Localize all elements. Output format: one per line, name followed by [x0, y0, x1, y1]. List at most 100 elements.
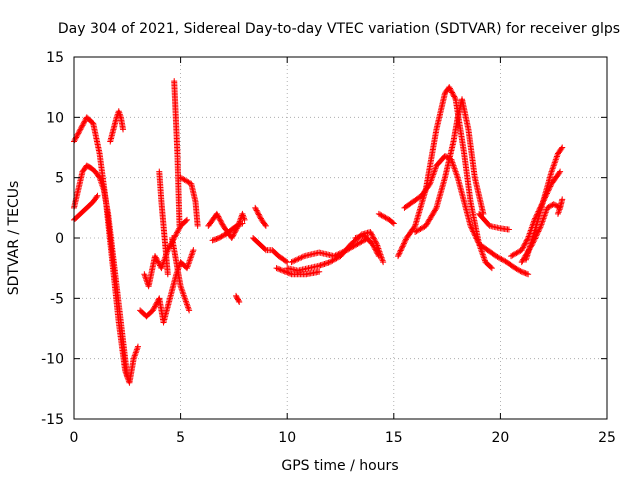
data-point-marker — [152, 254, 159, 261]
data-point-marker — [75, 129, 82, 136]
data-point-marker — [316, 268, 323, 275]
chart-title: Day 304 of 2021, Sidereal Day-to-day VTE… — [58, 21, 620, 37]
data-point-marker — [182, 298, 189, 305]
data-point-marker — [190, 247, 197, 254]
data-point-marker — [254, 208, 261, 215]
data-point-marker — [188, 251, 195, 258]
data-point-marker — [447, 86, 454, 93]
data-point-marker — [372, 246, 379, 253]
axes: 0 5 10 15 20 25 -15 -10 -5 0 5 10 15 — [41, 50, 616, 446]
data-point-marker — [548, 168, 555, 175]
data-point-marker — [448, 88, 455, 95]
data-point-marker — [401, 239, 408, 246]
data-point-marker — [152, 253, 159, 260]
series-satellite-track-x — [476, 210, 512, 233]
data-point-marker — [130, 355, 137, 362]
data-point-marker — [179, 289, 186, 296]
data-point-marker — [454, 173, 461, 180]
data-point-marker — [479, 251, 486, 258]
data-point-marker — [76, 127, 83, 134]
data-point-marker — [120, 126, 127, 133]
data-point-marker — [451, 93, 458, 100]
data-point-marker — [241, 216, 248, 223]
data-point-marker — [282, 258, 289, 265]
data-point-marker — [552, 158, 559, 165]
data-point-marker — [187, 254, 194, 261]
data-point-marker — [450, 162, 457, 169]
data-point-marker — [80, 119, 87, 126]
data-point-marker — [95, 173, 102, 180]
data-point-marker — [236, 298, 243, 305]
data-point-marker — [518, 247, 525, 254]
data-point-marker — [294, 256, 301, 263]
data-point-marker — [215, 214, 222, 221]
data-point-marker — [215, 235, 222, 241]
data-point-marker — [557, 168, 564, 175]
data-point-marker — [446, 84, 453, 91]
data-point-marker — [217, 234, 224, 241]
data-point-marker — [154, 258, 161, 265]
data-point-marker — [185, 304, 192, 311]
data-point-marker — [79, 122, 86, 129]
data-point-marker — [371, 245, 378, 252]
data-point-marker — [154, 257, 161, 264]
data-point-marker — [239, 210, 246, 217]
data-point-marker — [395, 251, 402, 258]
data-point-marker — [375, 253, 382, 260]
data-point-marker — [174, 228, 181, 235]
data-point-marker — [287, 270, 294, 277]
data-point-marker — [178, 284, 185, 291]
data-point-marker — [132, 349, 139, 356]
series-satellite-track-h — [171, 78, 183, 229]
data-point-marker — [218, 233, 225, 240]
series-satellite-track-p — [284, 228, 387, 274]
data-point-marker — [551, 161, 558, 168]
data-point-marker — [399, 243, 406, 250]
data-point-marker — [153, 255, 160, 262]
data-point-marker — [453, 170, 460, 177]
data-point-marker — [217, 217, 224, 224]
series-satellite-track-n — [250, 235, 291, 266]
data-point-marker — [156, 261, 163, 268]
x-tick-label: 25 — [598, 430, 616, 446]
data-point-marker — [176, 222, 183, 229]
x-tick-label: 10 — [278, 430, 296, 446]
data-point-marker — [544, 204, 551, 211]
data-point-marker — [166, 243, 173, 250]
data-point-marker — [398, 246, 405, 253]
data-point-marker — [180, 292, 187, 299]
x-axis-label: GPS time / hours — [281, 458, 398, 474]
data-point-marker — [472, 234, 479, 241]
data-point-marker — [373, 247, 380, 254]
data-point-marker — [89, 119, 96, 126]
data-point-marker — [550, 201, 557, 208]
series-satellite-track-d — [107, 108, 127, 145]
data-point-marker — [252, 204, 259, 211]
data-point-marker — [451, 164, 458, 171]
data-point-marker — [213, 210, 220, 217]
series-satellite-track-o — [252, 204, 269, 229]
data-point-marker — [153, 300, 160, 307]
data-point-marker — [431, 167, 438, 174]
data-point-marker — [522, 240, 529, 247]
data-point-marker — [151, 304, 158, 311]
y-tick-label: 5 — [55, 171, 64, 187]
data-point-marker — [77, 126, 84, 133]
data-point-marker — [411, 224, 418, 231]
data-point-marker — [155, 259, 162, 266]
series-satellite-track-v — [401, 152, 532, 278]
data-point-marker — [230, 230, 237, 237]
data-point-marker — [73, 133, 80, 140]
data-point-marker — [541, 212, 548, 219]
data-point-marker — [542, 210, 549, 217]
data-point-marker — [480, 254, 487, 261]
data-point-marker — [274, 265, 281, 272]
data-point-marker — [396, 250, 403, 257]
data-point-marker — [468, 224, 475, 231]
data-point-marker — [174, 229, 181, 236]
data-point-marker — [141, 272, 148, 279]
series-satellite-track-b — [71, 162, 131, 380]
data-point-marker — [187, 256, 194, 263]
data-point-marker — [522, 239, 529, 246]
plot-frame — [73, 56, 608, 420]
